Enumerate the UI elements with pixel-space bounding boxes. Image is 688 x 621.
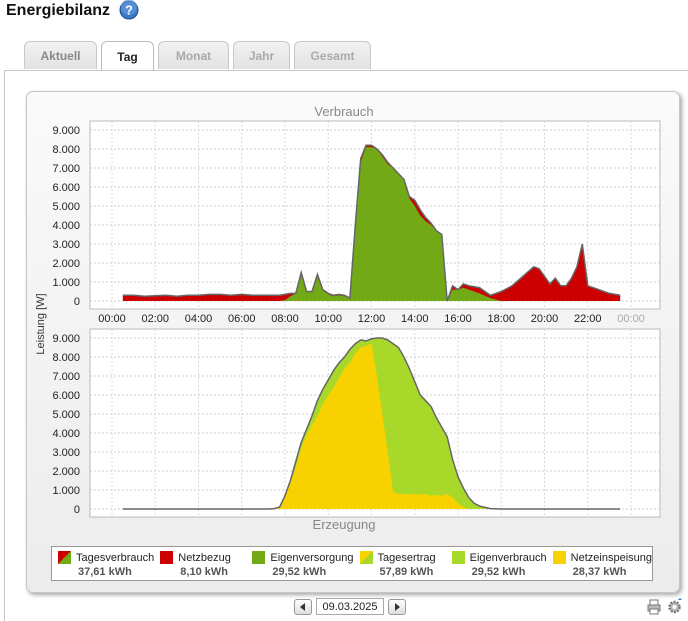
- tab-bar: Aktuell Tag Monat Jahr Gesamt: [24, 41, 371, 71]
- legend-label: Tagesverbrauch: [76, 551, 155, 564]
- next-day-button[interactable]: [388, 598, 406, 615]
- print-icon[interactable]: [646, 598, 663, 615]
- tab-gesamt[interactable]: Gesamt: [294, 41, 371, 69]
- legend-item: Eigenverbrauch 29,52 kWh: [446, 547, 547, 580]
- settings-icon[interactable]: [666, 598, 683, 615]
- legend-swatch: [160, 551, 174, 564]
- tab-monat[interactable]: Monat: [158, 41, 229, 69]
- chart-panel: [26, 91, 680, 593]
- legend-label: Eigenverbrauch: [469, 551, 547, 564]
- legend-item: Tagesverbrauch 37,61 kWh: [52, 547, 154, 580]
- content-frame: [4, 70, 688, 621]
- help-glyph: ?: [125, 3, 133, 18]
- legend-item: Netzbezug 8,10 kWh: [154, 547, 246, 580]
- page-title: Energiebilanz: [6, 2, 111, 19]
- legend-value: 29,52 kWh: [272, 566, 327, 578]
- legend: Tagesverbrauch 37,61 kWh Netzbezug 8,10 kWh…: [51, 546, 653, 581]
- help-icon[interactable]: ?: [119, 0, 139, 20]
- legend-value: 8,10 kWh: [180, 566, 228, 578]
- legend-swatch: [552, 551, 566, 564]
- tab-label: Jahr: [248, 48, 275, 63]
- legend-label: Netzeinspeisung: [570, 551, 653, 564]
- tab-label: Gesamt: [310, 48, 355, 63]
- legend-item: Netzeinspeisung 28,37 kWh: [547, 547, 652, 580]
- tab-tag[interactable]: Tag: [101, 41, 154, 71]
- prev-day-button[interactable]: [294, 598, 312, 615]
- legend-label: Tagesertrag: [377, 551, 436, 564]
- legend-label: Netzbezug: [178, 551, 231, 564]
- triangle-right-icon: [395, 602, 400, 611]
- legend-value: 29,52 kWh: [471, 566, 526, 578]
- title-row: Energiebilanz: [6, 0, 110, 22]
- legend-value: 37,61 kWh: [78, 566, 132, 578]
- legend-label: Eigenversorgung: [270, 551, 354, 564]
- footer-icons: [646, 598, 683, 615]
- legend-value: 57,89 kWh: [379, 566, 434, 578]
- legend-value: 28,37 kWh: [572, 566, 627, 578]
- legend-swatch: [359, 551, 373, 564]
- tab-aktuell[interactable]: Aktuell: [24, 41, 97, 69]
- legend-swatch: [58, 551, 71, 564]
- tab-label: Monat: [175, 48, 212, 63]
- tab-divider: [4, 70, 688, 71]
- date-field[interactable]: 09.03.2025: [316, 598, 384, 615]
- tab-label: Tag: [117, 49, 138, 64]
- legend-swatch: [451, 551, 465, 564]
- date-navigator: 09.03.2025: [294, 598, 406, 615]
- tab-jahr[interactable]: Jahr: [233, 41, 290, 69]
- legend-swatch: [252, 551, 266, 564]
- tab-label: Aktuell: [40, 48, 81, 63]
- triangle-left-icon: [300, 602, 305, 611]
- legend-item: Eigenversorgung 29,52 kWh: [246, 547, 354, 580]
- legend-item: Tagesertrag 57,89 kWh: [354, 547, 446, 580]
